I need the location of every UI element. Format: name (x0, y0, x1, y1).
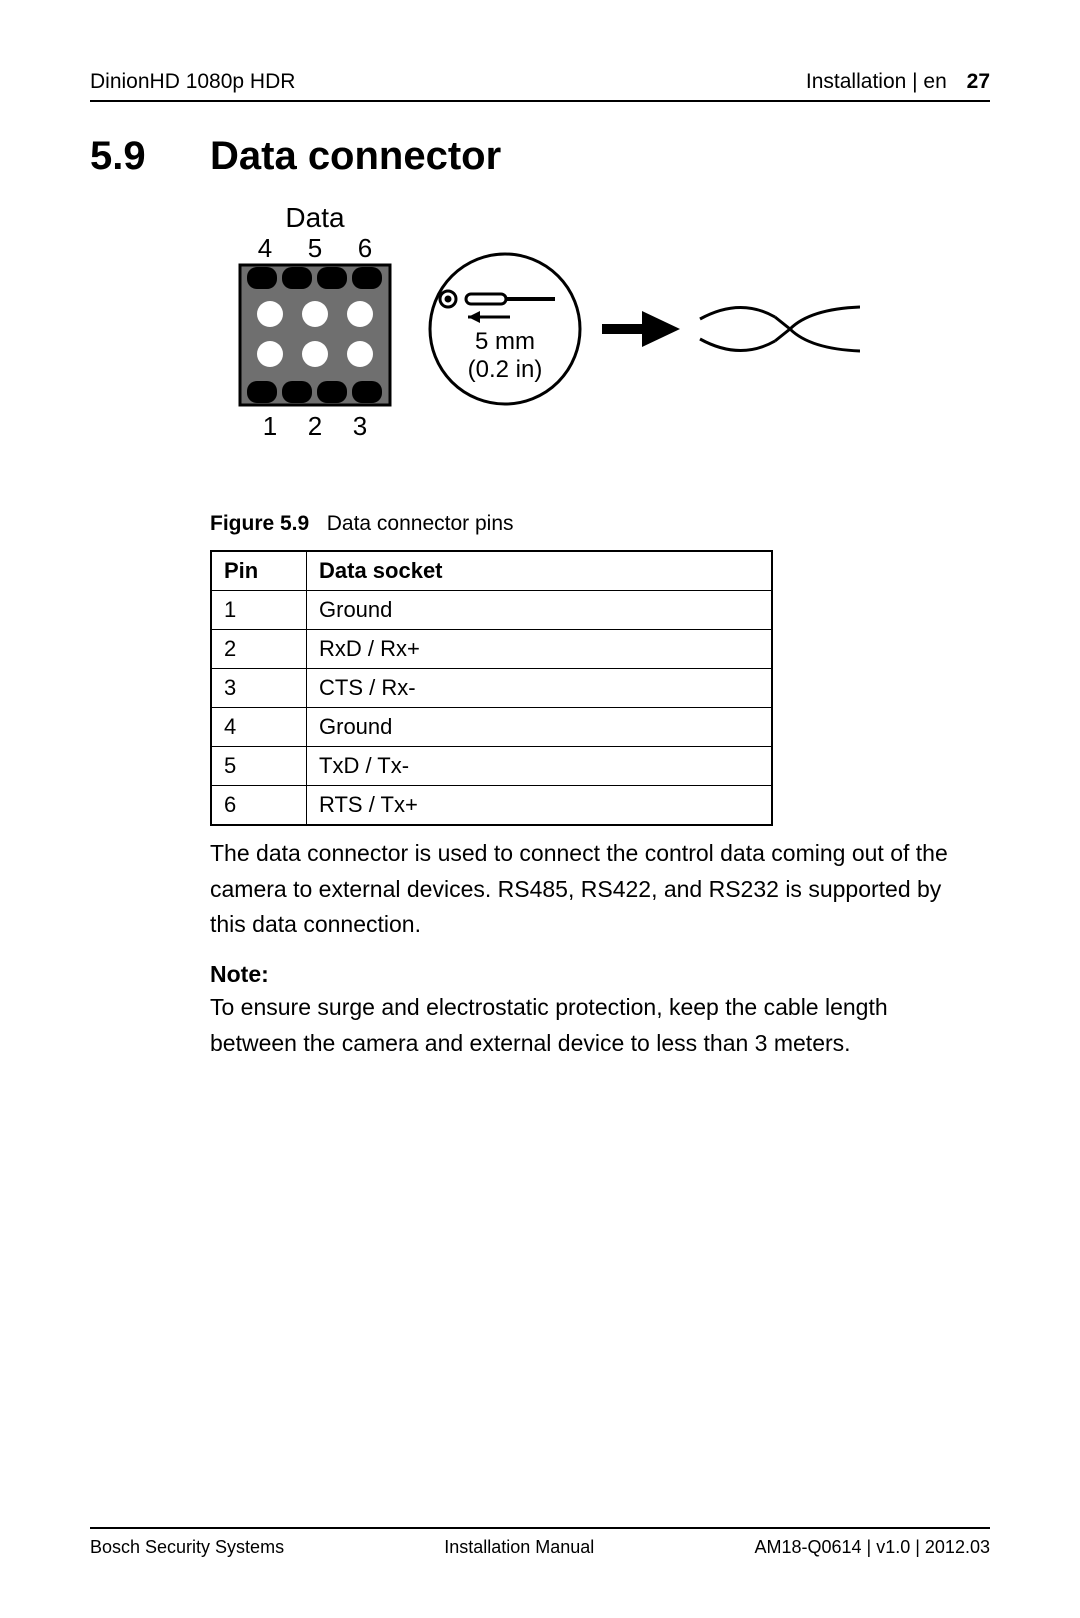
slot (317, 381, 347, 403)
figure-caption-text: Data connector pins (327, 512, 514, 535)
section-content: Data 4 5 6 (210, 199, 990, 1061)
table-header-desc: Data socket (307, 551, 773, 591)
table-header-pin: Pin (211, 551, 307, 591)
table-row: 5TxD / Tx- (211, 747, 772, 786)
strip-length-in: (0.2 in) (468, 356, 543, 383)
figure-number: Figure 5.9 (210, 512, 309, 535)
desc-cell: RxD / Rx+ (307, 630, 773, 669)
body-paragraph: The data connector is used to connect th… (210, 836, 970, 943)
page-header: DinionHD 1080p HDR Installation | en 27 (90, 70, 990, 102)
wire-stripper-icon (700, 307, 860, 351)
pin-label-3: 3 (353, 411, 367, 441)
pin-label-4: 4 (258, 233, 272, 263)
manual-page: DinionHD 1080p HDR Installation | en 27 … (0, 0, 1080, 1618)
note-body: To ensure surge and electrostatic protec… (210, 990, 970, 1061)
wire-conductor (466, 294, 506, 304)
section-number: 5.9 (90, 134, 210, 179)
section-title: Data connector (210, 134, 501, 179)
process-arrow-head (642, 311, 680, 347)
pin-cell: 4 (211, 708, 307, 747)
slot (247, 381, 277, 403)
pin-hole (347, 341, 373, 367)
figure-5-9: Data 4 5 6 (210, 199, 990, 536)
section-heading: 5.9 Data connector (90, 134, 990, 179)
footer-left: Bosch Security Systems (90, 1537, 284, 1558)
pin-cell: 5 (211, 747, 307, 786)
slot (282, 381, 312, 403)
desc-cell: TxD / Tx- (307, 747, 773, 786)
desc-cell: CTS / Rx- (307, 669, 773, 708)
desc-cell: Ground (307, 708, 773, 747)
table-row: 6RTS / Tx+ (211, 786, 772, 826)
data-connector-diagram: Data 4 5 6 (210, 199, 860, 479)
header-section: Installation | en 27 (806, 70, 990, 94)
footer-center: Installation Manual (444, 1537, 594, 1558)
page-footer: Bosch Security Systems Installation Manu… (90, 1527, 990, 1558)
slot (352, 381, 382, 403)
note-heading: Note: (210, 961, 990, 988)
pin-label-6: 6 (358, 233, 372, 263)
table-row: 4Ground (211, 708, 772, 747)
table-row: 3CTS / Rx- (211, 669, 772, 708)
figure-caption: Figure 5.9 Data connector pins (210, 512, 990, 536)
table-header-row: Pin Data socket (211, 551, 772, 591)
header-section-label: Installation | en (806, 70, 947, 93)
table-row: 2RxD / Rx+ (211, 630, 772, 669)
slot (247, 267, 277, 289)
pin-hole (302, 341, 328, 367)
pin-hole (347, 301, 373, 327)
slot (317, 267, 347, 289)
connector-label: Data (285, 202, 345, 233)
pin-hole (302, 301, 328, 327)
table-row: 1Ground (211, 591, 772, 630)
pin-cell: 1 (211, 591, 307, 630)
pin-label-2: 2 (308, 411, 322, 441)
slot (282, 267, 312, 289)
pin-hole (257, 301, 283, 327)
slot (352, 267, 382, 289)
strip-length-mm: 5 mm (475, 328, 535, 355)
footer-right: AM18-Q0614 | v1.0 | 2012.03 (754, 1537, 990, 1558)
pin-cell: 3 (211, 669, 307, 708)
header-product: DinionHD 1080p HDR (90, 70, 295, 94)
pin-cell: 2 (211, 630, 307, 669)
pin-label-5: 5 (308, 233, 322, 263)
desc-cell: RTS / Tx+ (307, 786, 773, 826)
pin-hole (257, 341, 283, 367)
pin-cell: 6 (211, 786, 307, 826)
desc-cell: Ground (307, 591, 773, 630)
wire-core (445, 296, 452, 303)
pin-table: Pin Data socket 1Ground 2RxD / Rx+ 3CTS … (210, 550, 773, 826)
pin-label-1: 1 (263, 411, 277, 441)
page-number: 27 (967, 70, 990, 93)
